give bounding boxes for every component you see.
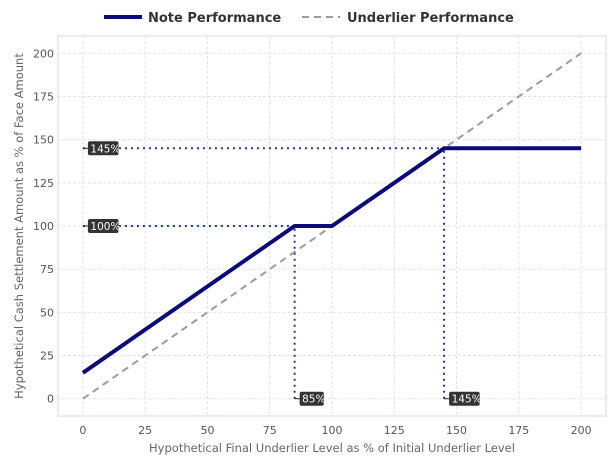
y-tick-label: 75 xyxy=(40,263,54,276)
callout-horizontal: 145% xyxy=(82,141,120,156)
callout-horizontal: 100% xyxy=(82,219,120,233)
x-tick-label: 0 xyxy=(79,424,86,437)
x-tick-label: 50 xyxy=(200,424,214,437)
x-tick-label: 200 xyxy=(571,424,592,437)
x-tick-label: 25 xyxy=(138,424,152,437)
callout-label: 145% xyxy=(452,394,482,406)
x-tick-label: 175 xyxy=(508,424,529,437)
x-tick-label: 125 xyxy=(384,424,405,437)
callout-label: 100% xyxy=(90,221,120,233)
callout-vertical: 145% xyxy=(444,391,482,406)
series-layer xyxy=(81,52,582,400)
callout-vertical: 85% xyxy=(294,391,325,406)
x-tick-label: 100 xyxy=(322,424,343,437)
callout-box xyxy=(87,141,119,156)
series-line-note-performance xyxy=(81,146,582,375)
legend-label-underlier-performance: Underlier Performance xyxy=(347,11,514,26)
legend-label-note-performance: Note Performance xyxy=(148,11,281,26)
callout-box xyxy=(87,219,119,233)
legend: Note Performance Underlier Performance xyxy=(104,11,514,26)
y-tick-label: 25 xyxy=(40,350,54,363)
x-axis-title: Hypothetical Final Underlier Level as % … xyxy=(149,441,515,455)
callout-label: 145% xyxy=(90,143,120,155)
y-tick-label: 125 xyxy=(33,177,54,190)
y-tick-label: 150 xyxy=(33,134,54,147)
y-tick-label: 175 xyxy=(33,90,54,103)
x-axis-ticks: 0 25 50 75 100 125 150 175 200 xyxy=(79,424,591,437)
reference-lines xyxy=(82,147,446,399)
y-tick-label: 200 xyxy=(33,47,54,60)
y-axis-ticks: 0 25 50 75 100 125 150 175 200 xyxy=(33,47,54,405)
callout-label: 85% xyxy=(302,394,325,406)
callout-labels: 145% 100% 85% 145% xyxy=(82,141,482,406)
callout-box xyxy=(299,391,324,406)
y-tick-label: 100 xyxy=(33,220,54,233)
y-tick-label: 0 xyxy=(47,393,54,406)
x-tick-label: 150 xyxy=(446,424,467,437)
y-axis-title: Hypothetical Cash Settlement Amount as %… xyxy=(12,53,26,399)
callout-box xyxy=(449,391,480,406)
x-tick-label: 75 xyxy=(263,424,277,437)
y-tick-label: 50 xyxy=(40,306,54,319)
